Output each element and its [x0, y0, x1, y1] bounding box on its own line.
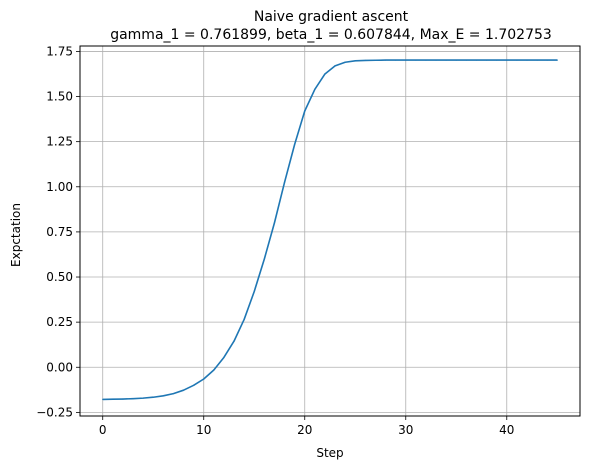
data-point [364, 59, 366, 62]
data-point [455, 59, 457, 61]
data-point [122, 398, 124, 400]
data-point [374, 59, 377, 61]
data-point [253, 290, 255, 293]
data-point [182, 389, 185, 391]
data-point [526, 59, 528, 61]
data-point [172, 393, 175, 395]
data-point [243, 318, 245, 321]
data-point [475, 59, 478, 61]
data-point [395, 59, 397, 61]
data-point [415, 59, 417, 61]
y-tick-label: 1.75 [46, 44, 73, 58]
x-axis-label: Step [316, 446, 343, 460]
data-point [203, 378, 205, 380]
data-point [112, 398, 114, 400]
chart-subtitle: gamma_1 = 0.761899, beta_1 = 0.607844, M… [110, 27, 552, 43]
data-point [485, 59, 488, 61]
data-point [536, 59, 538, 61]
y-tick-label: 1.00 [46, 180, 73, 194]
x-tick-label: 30 [398, 423, 413, 437]
data-point [294, 143, 296, 145]
y-tick-label: 0.25 [46, 315, 73, 329]
x-tick-label: 0 [99, 423, 107, 437]
data-point [405, 59, 407, 61]
data-point [465, 59, 467, 61]
y-tick-label: 1.50 [46, 90, 73, 104]
data-point [496, 59, 498, 61]
data-point [304, 110, 306, 112]
chart-title: Naive gradient ascent [254, 9, 409, 25]
data-point [506, 59, 508, 61]
data-point [516, 59, 518, 61]
tick-layer: 0 10 20 30 40 −0.25 0.00 0.25 0.50 0.75 1.00 1.25 1.… [36, 44, 514, 437]
data-point [334, 65, 336, 67]
data-point [132, 398, 134, 400]
data-point [152, 396, 154, 398]
data-point [425, 59, 427, 61]
y-axis-label: Expctation [9, 203, 23, 267]
data-point [324, 73, 326, 75]
plot-frame [79, 45, 581, 417]
data-point [445, 59, 447, 61]
data-point [273, 222, 276, 224]
data-point [384, 59, 387, 61]
data-point [162, 395, 164, 397]
data-point [233, 340, 235, 342]
y-tick-label: 0.75 [46, 225, 73, 239]
series-layer [102, 59, 558, 401]
data-point [354, 60, 356, 62]
data-point [546, 59, 548, 61]
x-tick-label: 20 [297, 423, 312, 437]
data-point [263, 258, 265, 260]
data-point [556, 59, 558, 61]
y-tick-label: 0.50 [46, 270, 73, 284]
data-point [314, 88, 316, 90]
data-point [344, 61, 346, 63]
data-point [283, 181, 286, 183]
grid-lines [80, 46, 580, 416]
x-tick-label: 40 [499, 423, 514, 437]
data-point [142, 397, 144, 399]
x-tick-label: 10 [196, 423, 211, 437]
y-tick-label: −0.25 [36, 405, 73, 419]
series-line [102, 59, 558, 401]
y-tick-label: 1.25 [46, 135, 73, 149]
y-tick-label: 0.00 [46, 360, 73, 374]
data-point [435, 59, 437, 61]
data-point [193, 384, 195, 386]
data-point [213, 369, 215, 371]
data-point [223, 356, 225, 358]
data-point [102, 398, 104, 400]
